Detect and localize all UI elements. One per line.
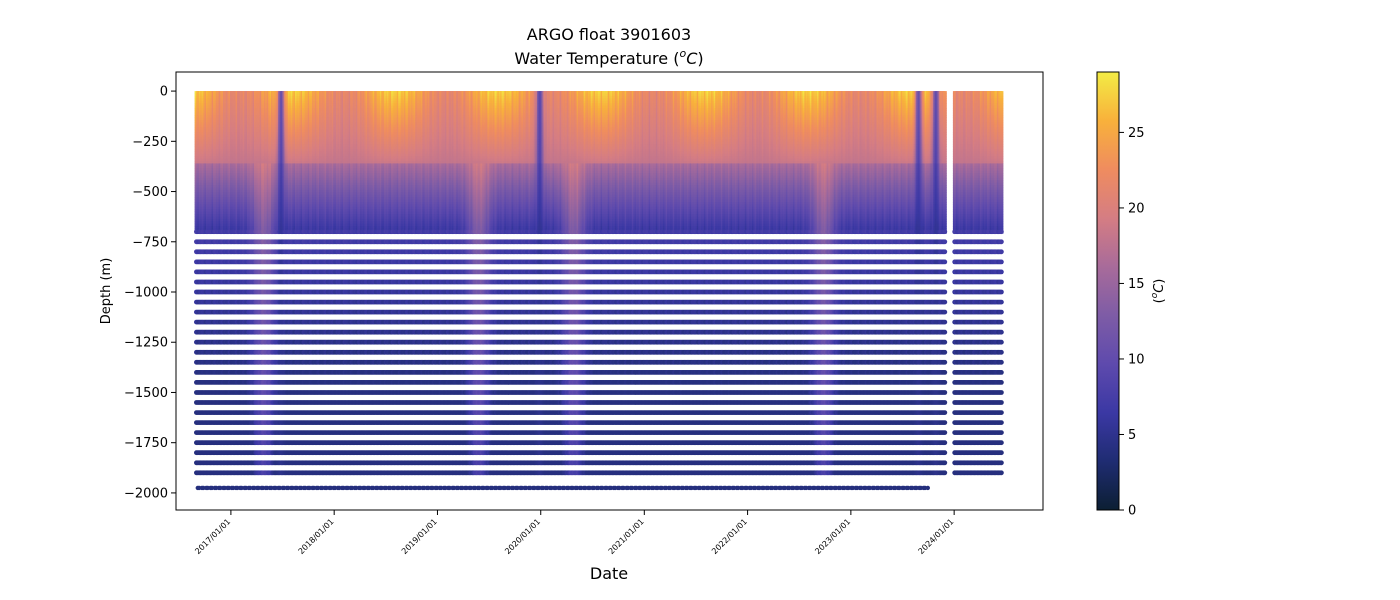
subtitle-suffix: ) xyxy=(697,49,703,68)
chart-subtitle: Water Temperature (oC) xyxy=(514,47,703,68)
plot-area xyxy=(176,72,1043,510)
subtitle-prefix: Water Temperature ( xyxy=(514,49,679,68)
chart-title: ARGO float 3901603 xyxy=(527,25,691,44)
